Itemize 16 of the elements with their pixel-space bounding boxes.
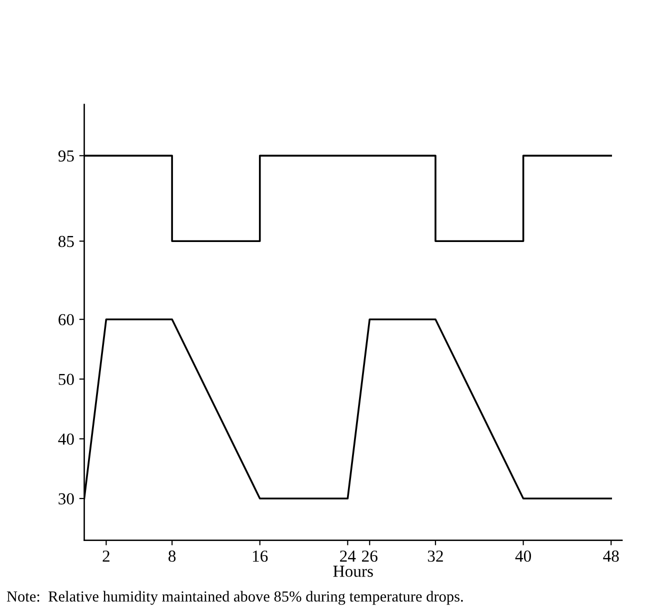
x-tick-label: 26: [362, 550, 378, 562]
x-tick-label: 32: [428, 550, 443, 562]
x-tick-label: 24: [340, 550, 356, 562]
x-tick-label: 2: [102, 550, 110, 562]
y2-tick-label: 95: [58, 150, 74, 162]
text: Note: Relative humidity maintained above 85% during temperature drops.: [6, 590, 463, 605]
x-tick-label: 40: [515, 550, 531, 562]
x-axis-title: Hours: [333, 566, 373, 577]
y-tick-label: 60: [58, 314, 74, 326]
y-tick-label: 30: [58, 493, 74, 504]
y-tick-label: 40: [58, 434, 74, 445]
y-tick-label: 50: [58, 374, 74, 386]
x-tick-label: 16: [252, 550, 268, 562]
x-tick-label: 48: [603, 550, 619, 562]
x-tick-label: 8: [168, 550, 176, 562]
y2-tick-label: 85: [58, 236, 74, 248]
